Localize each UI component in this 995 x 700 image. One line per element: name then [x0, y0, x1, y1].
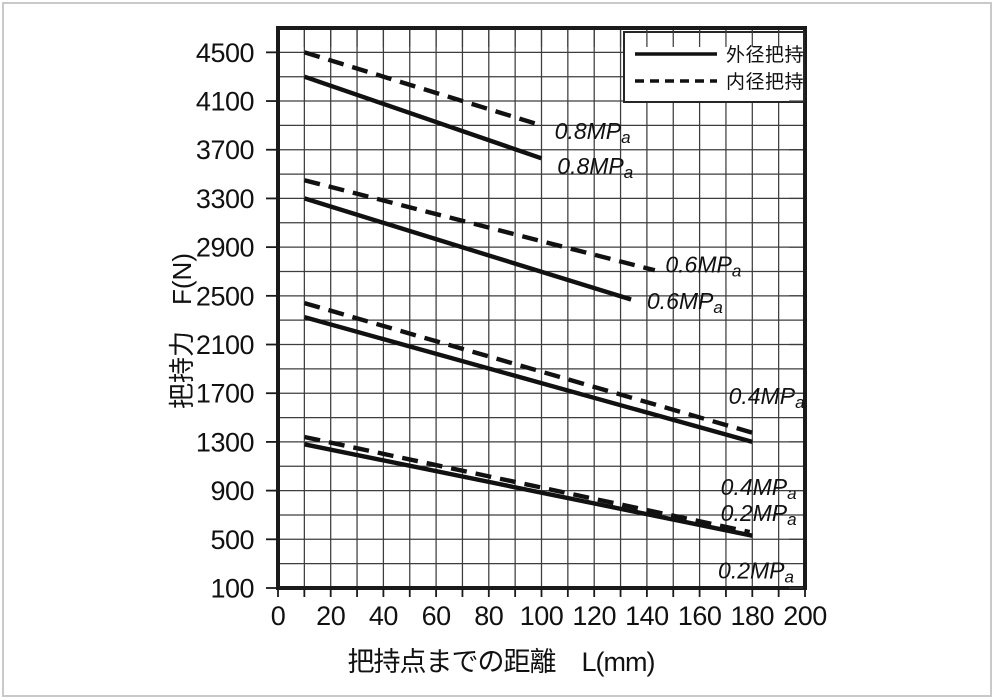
series-line-dashed-0.4mpa — [303, 300, 756, 436]
y-tick-label: 3300 — [196, 184, 254, 214]
y-tick-label: 2900 — [196, 233, 254, 263]
y-tick-label: 4500 — [196, 38, 254, 68]
series-line-solid-0.6mpa — [303, 196, 632, 302]
annotation-pressure-label: 0.8MPa — [557, 153, 633, 182]
y-tick-label: 500 — [210, 525, 254, 555]
annotation-pressure-label: 0.4MPa — [729, 383, 805, 412]
legend-label-inner-grip: 内径把持 — [726, 72, 805, 93]
series-line-solid-0.8mpa — [303, 74, 543, 161]
y-tick-label: 100 — [210, 574, 254, 604]
series-line-dashed-0.6mpa — [303, 178, 656, 273]
legend: 外径把持 内径把持 — [623, 31, 805, 103]
y-tick-label: 2100 — [196, 330, 254, 360]
annotation-pressure-label: 0.6MPa — [665, 252, 741, 281]
x-axis-title: 把持点までの距離 L(mm) — [347, 647, 656, 677]
y-tick-label: 1700 — [196, 379, 254, 409]
annotation-pressure-label: 0.6MPa — [647, 288, 723, 317]
y-tick-label: 900 — [210, 476, 254, 506]
dashed-line-sample — [635, 78, 717, 83]
y-tick-label: 1300 — [196, 427, 254, 457]
series-line-solid-0.2mpa — [303, 442, 753, 538]
x-tick-label: 200 — [783, 601, 827, 631]
series-line-dashed-0.2mpa — [303, 434, 751, 535]
y-tick-label: 3700 — [196, 135, 254, 165]
series-line-dashed-0.8mpa — [303, 50, 543, 128]
x-tick-label: 120 — [572, 601, 616, 631]
legend-item-outer-grip: 外径把持 — [633, 43, 805, 66]
series-line-solid-0.4mpa — [303, 314, 753, 445]
x-tick-label: 80 — [474, 601, 503, 631]
x-tick-label: 60 — [422, 601, 451, 631]
series-lines — [303, 50, 756, 538]
annotation-pressure-label: 0.8MPa — [555, 118, 631, 147]
tick-labels: 100 500 900 1300 1700 2100 2500 2900 3300 3700 410… — [196, 38, 827, 631]
annotation-pressure-label: 0.2MPa — [721, 500, 797, 529]
annotation-pressure-label: 0.4MPa — [721, 474, 797, 503]
x-tick-label: 40 — [369, 601, 398, 631]
legend-item-inner-grip: 内径把持 — [633, 70, 805, 93]
x-tick-label: 180 — [731, 601, 775, 631]
solid-line-sample — [635, 51, 717, 56]
y-tick-label: 2500 — [196, 281, 254, 311]
pressure-annotations: 0.8MPa0.8MPa0.6MPa0.6MPa0.4MPa0.4MPa0.2M… — [555, 118, 805, 586]
x-tick-label: 100 — [520, 601, 564, 631]
y-axis-title: 把持力 F(N) — [167, 253, 197, 409]
x-tick-label: 140 — [625, 601, 669, 631]
y-tick-label: 4100 — [196, 87, 254, 117]
x-tick-label: 20 — [316, 601, 345, 631]
x-tick-label: 160 — [678, 601, 722, 631]
annotation-pressure-label: 0.2MPa — [718, 557, 794, 586]
plot-border — [276, 26, 807, 590]
legend-label-outer-grip: 外径把持 — [726, 45, 805, 66]
x-tick-label: 0 — [271, 601, 286, 631]
